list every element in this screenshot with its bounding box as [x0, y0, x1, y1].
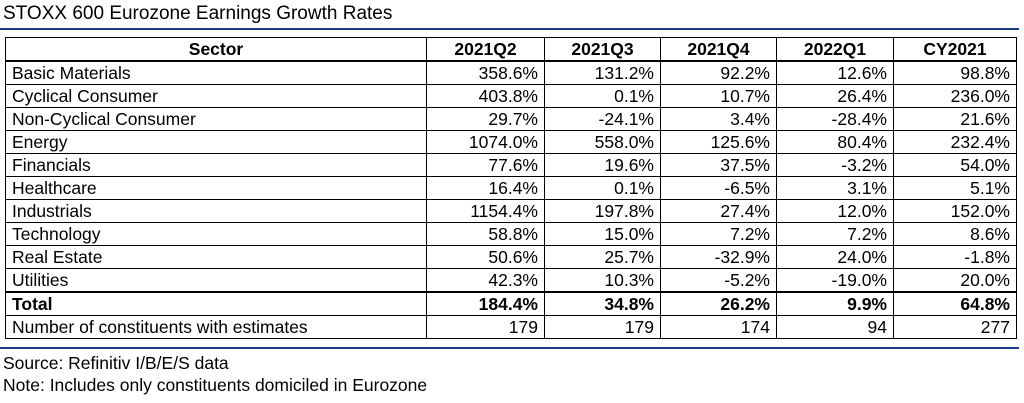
table-cell: -32.9% [660, 245, 777, 269]
row-label: Non-Cyclical Consumer [5, 107, 427, 131]
row-label: Energy [5, 130, 427, 154]
table-cell: -3.2% [776, 153, 894, 177]
header-2021q3: 2021Q3 [544, 37, 661, 62]
table-cell: 34.8% [544, 291, 661, 316]
row-label: Industrials [5, 199, 427, 223]
table-cell: -19.0% [776, 268, 894, 293]
table-cell: 1074.0% [426, 130, 545, 154]
table-row: Financials 77.6% 19.6% 37.5% -3.2% 54.0% [5, 153, 1017, 177]
table-cell: 54.0% [893, 153, 1017, 177]
table-cell: 37.5% [660, 153, 777, 177]
table-cell: 236.0% [893, 84, 1017, 108]
table-cell: 24.0% [776, 245, 894, 269]
table-row: Basic Materials 358.6% 131.2% 92.2% 12.6% 98.… [5, 60, 1017, 85]
table-cell: -6.5% [660, 176, 777, 200]
table-cell: 25.7% [544, 245, 661, 269]
table-title: STOXX 600 Eurozone Earnings Growth Rates [3, 3, 393, 24]
row-label: Cyclical Consumer [5, 84, 427, 108]
table-cell: 174 [660, 315, 777, 339]
table-cell: 3.1% [776, 176, 894, 200]
header-2021q2: 2021Q2 [426, 37, 545, 62]
table-row: Non-Cyclical Consumer 29.7% -24.1% 3.4% -28.… [5, 107, 1017, 131]
table-cell: 8.6% [893, 222, 1017, 246]
table-cell: -24.1% [544, 107, 661, 131]
table-cell: 403.8% [426, 84, 545, 108]
header-row: Sector 2021Q2 2021Q3 2021Q4 2022Q1 CY202… [5, 37, 1017, 62]
table-cell: 42.3% [426, 268, 545, 293]
table-row: Healthcare 16.4% 0.1% -6.5% 3.1% 5.1% [5, 176, 1017, 200]
row-label: Total [5, 291, 427, 316]
table-cell: 94 [776, 315, 894, 339]
table-row: Industrials 1154.4% 197.8% 27.4% 12.0% 152.0% [5, 199, 1017, 223]
earnings-growth-table: Sector 2021Q2 2021Q3 2021Q4 2022Q1 CY202… [5, 37, 1017, 339]
source-note: Source: Refinitiv I/B/E/S data [3, 353, 229, 373]
table-cell: 98.8% [893, 60, 1017, 85]
row-label: Utilities [5, 268, 427, 293]
table-cell: 10.3% [544, 268, 661, 293]
table-cell: 80.4% [776, 130, 894, 154]
table-cell: 0.1% [544, 176, 661, 200]
row-label: Real Estate [5, 245, 427, 269]
header-2021q4: 2021Q4 [660, 37, 777, 62]
table-cell: 1154.4% [426, 199, 545, 223]
table-cell: 10.7% [660, 84, 777, 108]
table-cell: 29.7% [426, 107, 545, 131]
table-cell: 7.2% [660, 222, 777, 246]
table-cell: 179 [426, 315, 545, 339]
table-cell: 131.2% [544, 60, 661, 85]
top-rule [0, 28, 1019, 30]
table-cell: 179 [544, 315, 661, 339]
table-cell: 5.1% [893, 176, 1017, 200]
table-cell: 358.6% [426, 60, 545, 85]
table-row: Cyclical Consumer 403.8% 0.1% 10.7% 26.4% 236… [5, 84, 1017, 108]
table-cell: 0.1% [544, 84, 661, 108]
table-cell: 27.4% [660, 199, 777, 223]
table-cell: 3.4% [660, 107, 777, 131]
table-cell: 277 [893, 315, 1017, 339]
table-cell: 558.0% [544, 130, 661, 154]
row-label: Healthcare [5, 176, 427, 200]
total-row: Total 184.4% 34.8% 26.2% 9.9% 64.8% [5, 291, 1017, 316]
table-body: Basic Materials 358.6% 131.2% 92.2% 12.6% 98.… [5, 60, 1017, 339]
table-cell: -5.2% [660, 268, 777, 293]
table-cell: 92.2% [660, 60, 777, 85]
table-cell: 26.4% [776, 84, 894, 108]
table-cell: 197.8% [544, 199, 661, 223]
table-row: Utilities 42.3% 10.3% -5.2% -19.0% 20.0% [5, 268, 1017, 293]
table-row: Technology 58.8% 15.0% 7.2% 7.2% 8.6% [5, 222, 1017, 246]
table-cell: -28.4% [776, 107, 894, 131]
table-cell: 15.0% [544, 222, 661, 246]
table-row: Energy 1074.0% 558.0% 125.6% 80.4% 232.4% [5, 130, 1017, 154]
header-sector: Sector [5, 37, 427, 62]
table-cell: 77.6% [426, 153, 545, 177]
row-label: Financials [5, 153, 427, 177]
table-cell: 19.6% [544, 153, 661, 177]
header-cy2021: CY2021 [893, 37, 1017, 62]
table-cell: 7.2% [776, 222, 894, 246]
table-cell: 64.8% [893, 291, 1017, 316]
table-cell: 12.6% [776, 60, 894, 85]
table-cell: 9.9% [776, 291, 894, 316]
header-2022q1: 2022Q1 [776, 37, 894, 62]
table-cell: 16.4% [426, 176, 545, 200]
table-cell: 58.8% [426, 222, 545, 246]
table-cell: 184.4% [426, 291, 545, 316]
table-cell: 232.4% [893, 130, 1017, 154]
table-cell: 125.6% [660, 130, 777, 154]
table-cell: 152.0% [893, 199, 1017, 223]
bottom-rule [0, 347, 1019, 349]
row-label: Number of constituents with estimates [5, 315, 427, 339]
table-cell: 21.6% [893, 107, 1017, 131]
constituents-row: Number of constituents with estimates 179… [5, 315, 1017, 339]
table-cell: 26.2% [660, 291, 777, 316]
table-cell: 12.0% [776, 199, 894, 223]
row-label: Basic Materials [5, 60, 427, 85]
table-cell: -1.8% [893, 245, 1017, 269]
table-cell: 50.6% [426, 245, 545, 269]
table-cell: 20.0% [893, 268, 1017, 293]
table-row: Real Estate 50.6% 25.7% -32.9% 24.0% -1.8% [5, 245, 1017, 269]
row-label: Technology [5, 222, 427, 246]
domicile-note: Note: Includes only constituents domicil… [3, 375, 428, 395]
